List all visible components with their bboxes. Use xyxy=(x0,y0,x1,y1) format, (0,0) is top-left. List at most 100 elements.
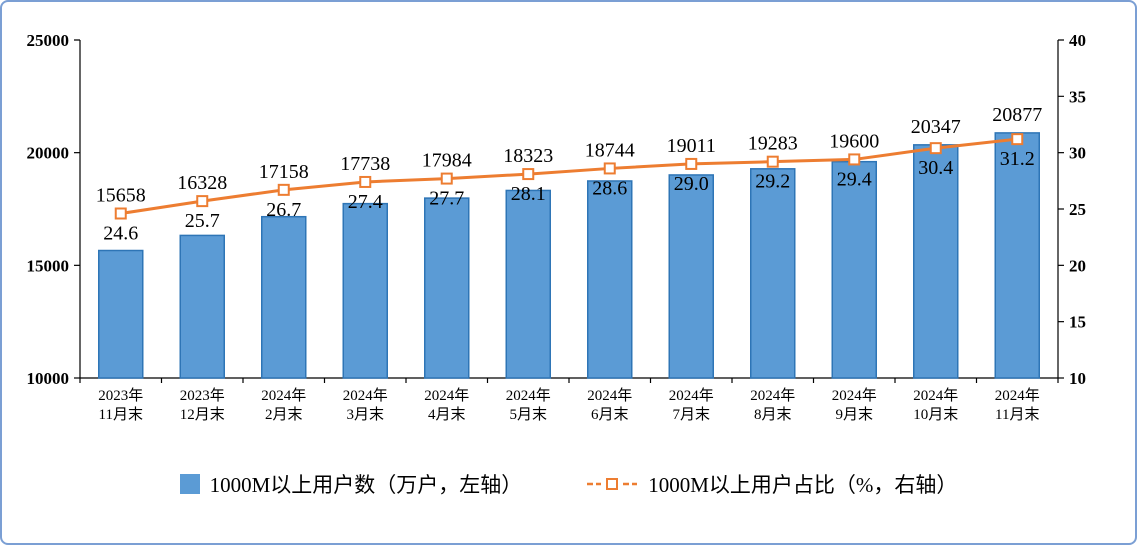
left-axis-tick-label: 25000 xyxy=(27,31,70,50)
percentage-value-label: 30.4 xyxy=(918,157,953,179)
bar-value-label: 18323 xyxy=(503,145,553,167)
bar-value-label: 20877 xyxy=(992,104,1042,126)
percentage-labels: 24.6 25.7 26.7 27.4 27.7 28.1 28.6 29.0 29.2 29.4… xyxy=(103,148,1035,244)
category-label-month: 11月末 xyxy=(995,406,1039,423)
bar-series xyxy=(98,132,1040,379)
legend: 1000M以上用户数（万户，左轴） 1000M以上用户占比（%，右轴） xyxy=(2,438,1135,543)
bar-value-label: 19011 xyxy=(667,135,716,157)
line-marker xyxy=(440,172,453,185)
left-axis-tick-label: 10000 xyxy=(27,369,70,388)
category-label-month: 4月末 xyxy=(428,406,466,423)
line-marker xyxy=(848,153,861,166)
bar-value-label: 18744 xyxy=(585,139,635,161)
category-label-year: 2024年 xyxy=(913,387,958,404)
axes xyxy=(74,39,1064,383)
bar xyxy=(587,180,633,379)
bar-series-swatch-icon xyxy=(179,473,200,494)
category-label-year: 2024年 xyxy=(506,387,551,404)
right-axis-tick-label: 15 xyxy=(1069,313,1086,332)
line-marker xyxy=(1011,133,1024,146)
line-marker xyxy=(766,155,779,168)
bar xyxy=(750,168,796,379)
line-marker xyxy=(359,175,372,188)
percentage-value-label: 26.7 xyxy=(266,199,301,221)
category-label-month: 12月末 xyxy=(180,406,225,423)
percentage-line xyxy=(120,137,1018,215)
bar xyxy=(179,234,225,379)
percentage-value-label: 31.2 xyxy=(1000,148,1035,170)
line-series-swatch-icon xyxy=(587,477,638,490)
category-label-year: 2024年 xyxy=(261,387,306,404)
right-axis-tick-label: 25 xyxy=(1069,200,1086,219)
bar-value-label: 17738 xyxy=(340,153,390,175)
category-labels: 2023年 11月末 2023年 12月末 2024年 2月末 2024年 3月末 2024年 4… xyxy=(98,387,1040,423)
bar-value-label: 17158 xyxy=(259,161,309,183)
bar xyxy=(913,144,959,379)
category-label-month: 8月末 xyxy=(754,406,792,423)
category-label-year: 2024年 xyxy=(424,387,469,404)
bar-series-label: 1000M以上用户数（万户，左轴） xyxy=(209,472,523,497)
line-marker xyxy=(522,168,535,181)
category-label-year: 2024年 xyxy=(832,387,877,404)
line-marker xyxy=(603,162,616,175)
bar-value-label: 20347 xyxy=(911,116,961,138)
right-axis-tick-label: 30 xyxy=(1069,144,1086,163)
category-label-year: 2024年 xyxy=(750,387,795,404)
right-axis-tick-label: 10 xyxy=(1069,369,1086,388)
left-axis-tick-label: 20000 xyxy=(27,144,70,163)
line-marker xyxy=(277,183,290,196)
category-label-month: 2月末 xyxy=(265,406,303,423)
right-axis-tick-label: 20 xyxy=(1069,256,1086,275)
category-label-year: 2024年 xyxy=(343,387,388,404)
bar-value-label: 16328 xyxy=(177,172,227,194)
bar xyxy=(342,202,388,379)
percentage-value-label: 25.7 xyxy=(185,210,220,232)
line-marker xyxy=(685,157,698,170)
legend-item-line-series: 1000M以上用户占比（%，右轴） xyxy=(586,469,957,499)
line-markers xyxy=(114,133,1024,220)
percentage-value-label: 29.4 xyxy=(837,168,872,190)
bar xyxy=(424,197,470,379)
bar-value-label: 17984 xyxy=(422,150,472,172)
percentage-value-label: 27.4 xyxy=(348,191,383,213)
category-label-month: 11月末 xyxy=(99,406,143,423)
bar-value-label: 15658 xyxy=(96,185,146,207)
legend-item-bar-series: 1000M以上用户数（万户，左轴） xyxy=(179,469,523,499)
bar-value-labels: 15658 16328 17158 17738 17984 18323 18744 19011… xyxy=(96,104,1043,207)
category-label-year: 2024年 xyxy=(995,387,1040,404)
bar xyxy=(98,249,144,379)
bar xyxy=(831,160,877,379)
percentage-value-label: 27.7 xyxy=(429,188,464,210)
bar xyxy=(261,215,307,379)
category-label-month: 5月末 xyxy=(509,406,547,423)
category-label-month: 6月末 xyxy=(591,406,629,423)
percentage-value-label: 24.6 xyxy=(103,223,138,245)
category-label-month: 7月末 xyxy=(672,406,710,423)
line-series-label: 1000M以上用户占比（%，右轴） xyxy=(648,472,958,497)
left-axis-labels: 10000 15000 20000 25000 xyxy=(27,31,70,388)
right-axis-tick-label: 35 xyxy=(1069,87,1086,106)
category-label-month: 3月末 xyxy=(346,406,384,423)
percentage-value-label: 29.2 xyxy=(755,171,790,193)
bar xyxy=(994,132,1040,379)
percentage-value-label: 28.6 xyxy=(592,177,627,199)
category-label-year: 2024年 xyxy=(669,387,714,404)
category-label-month: 10月末 xyxy=(913,406,958,423)
line-marker xyxy=(196,195,209,208)
bar-value-label: 19283 xyxy=(748,133,798,155)
percentage-value-label: 28.1 xyxy=(511,183,546,205)
right-axis-labels: 10 15 20 25 30 35 40 xyxy=(1069,31,1086,388)
right-axis-tick-label: 40 xyxy=(1069,31,1086,50)
percentage-value-label: 29.0 xyxy=(674,173,709,195)
category-label-year: 2023年 xyxy=(180,387,225,404)
line-marker xyxy=(114,207,127,220)
bar xyxy=(505,189,551,379)
legend-marker-square xyxy=(606,477,619,490)
category-label-year: 2023年 xyxy=(98,387,143,404)
left-axis-tick-label: 15000 xyxy=(27,256,70,275)
category-label-month: 9月末 xyxy=(835,406,873,423)
line-marker xyxy=(929,142,942,155)
category-label-year: 2024年 xyxy=(587,387,632,404)
bar-value-label: 19600 xyxy=(829,130,879,152)
